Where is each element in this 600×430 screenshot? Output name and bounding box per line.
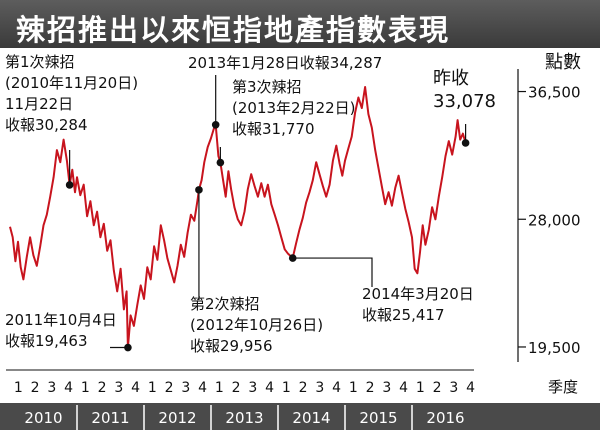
annotation-text: 11月22日 <box>5 95 73 113</box>
y-tick-label: 36,500 <box>528 84 581 102</box>
x-year-label: 2011 <box>91 409 129 427</box>
annotation-text: 33,078 <box>433 91 496 112</box>
annotation-dot <box>195 186 203 194</box>
x-year-label: 2016 <box>426 409 464 427</box>
x-quarter-label: 4 <box>399 380 408 396</box>
annotation-dot <box>124 343 132 352</box>
annotation-text: 2014年3月20日 <box>362 285 474 303</box>
annotation-dot <box>211 120 220 129</box>
x-quarter-label: 2 <box>165 380 174 396</box>
annotation-text: 第3次辣招 <box>232 78 302 96</box>
x-quarter-label: 1 <box>349 380 358 396</box>
annotation-text: 收報30,284 <box>5 116 88 134</box>
x-quarter-label: 3 <box>181 380 190 396</box>
annotation-text: 收報25,417 <box>362 306 445 324</box>
y-tick-label: 19,500 <box>528 339 581 357</box>
x-year-label: 2015 <box>359 409 397 427</box>
x-quarter-label: 4 <box>131 380 140 396</box>
annotation-text: (2010年11月20日) <box>5 74 138 92</box>
annotation-dot <box>461 139 470 147</box>
x-quarter-label: 1 <box>416 380 425 396</box>
x-quarter-label: 4 <box>64 380 73 396</box>
x-quarter-label: 4 <box>265 380 274 396</box>
annotation-leader <box>292 257 373 287</box>
x-quarter-label: 4 <box>332 380 341 396</box>
x-quarter-label: 2 <box>31 380 40 396</box>
x-year-label: 2010 <box>24 409 62 427</box>
annotation-text: 2011年10月4日 <box>5 311 117 329</box>
annotation-text: 2013年1月28日收報34,287 <box>188 54 382 72</box>
annotation-text: 昨收 <box>433 68 469 89</box>
x-quarter-label: 3 <box>315 380 324 396</box>
annotation-dot <box>65 181 74 189</box>
title-bar: 辣招推出以來恒指地產指數表現 <box>0 0 600 48</box>
x-quarter-label: 2 <box>98 380 107 396</box>
y-tick-label: 28,000 <box>528 211 581 229</box>
x-quarter-label: 3 <box>47 380 56 396</box>
annotation-text: (2012年10月26日) <box>190 316 323 334</box>
x-quarter-label: 2 <box>433 380 442 396</box>
x-quarter-label: 1 <box>81 380 90 396</box>
x-quarter-label: 3 <box>382 380 391 396</box>
x-quarter-label: 1 <box>215 380 224 396</box>
annotation-text: 第2次辣招 <box>190 295 260 313</box>
x-quarter-label: 1 <box>282 380 291 396</box>
annotation-text: 第1次辣招 <box>5 53 75 71</box>
x-quarter-label: 1 <box>148 380 157 396</box>
series-line <box>9 86 467 349</box>
y-axis-title: 點數 <box>545 52 581 73</box>
x-quarter-label: 2 <box>366 380 375 396</box>
x-year-label: 2014 <box>292 409 330 427</box>
annotation-text: 收報19,463 <box>5 332 88 350</box>
x-quarter-label: 3 <box>248 380 257 396</box>
x-year-label: 2012 <box>158 409 196 427</box>
x-quarter-label: 3 <box>114 380 123 396</box>
annotation-text: 收報31,770 <box>232 120 315 138</box>
x-quarter-label: 2 <box>299 380 308 396</box>
annotation-dot <box>216 158 225 167</box>
chart-title: 辣招推出以來恒指地產指數表現 <box>16 13 451 47</box>
x-quarter-label: 4 <box>466 380 475 396</box>
annotation-dot <box>288 254 297 262</box>
x-quarter-label: 3 <box>449 380 458 396</box>
annotation-text: (2013年2月22日) <box>232 99 356 117</box>
x-quarter-label: 4 <box>198 380 207 396</box>
x-year-label: 2013 <box>225 409 263 427</box>
x-quarter-label: 1 <box>14 380 23 396</box>
x-quarter-label: 2 <box>232 380 241 396</box>
x-axis-title: 季度 <box>548 378 578 396</box>
annotation-text: 收報29,956 <box>190 337 273 355</box>
year-band <box>0 403 600 430</box>
